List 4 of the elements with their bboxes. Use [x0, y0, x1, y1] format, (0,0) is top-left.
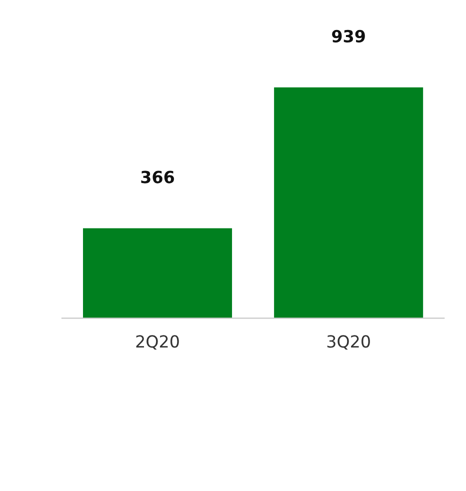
x-tick-label: 3Q20 [327, 335, 370, 350]
data-label: 939 [332, 30, 365, 42]
x-tick-label: 2Q20 [136, 335, 179, 350]
data-label: 366 [141, 170, 174, 184]
